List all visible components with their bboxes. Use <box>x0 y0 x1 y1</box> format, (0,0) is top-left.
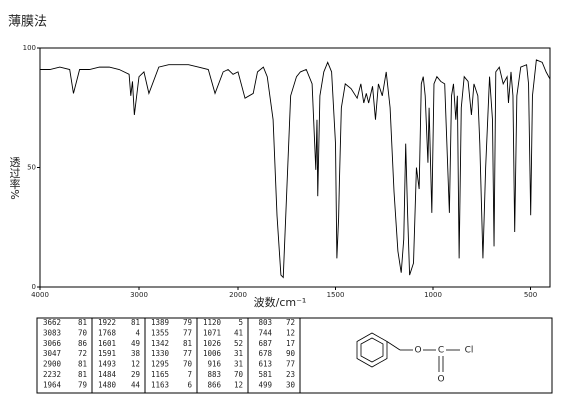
peak-wavenumber: 2900 <box>43 360 62 369</box>
peak-transmittance: 77 <box>183 349 192 358</box>
peak-wavenumber: 1768 <box>98 328 117 337</box>
peak-wavenumber: 1922 <box>98 318 116 327</box>
peak-wavenumber: 613 <box>258 360 272 369</box>
peak-transmittance: 12 <box>131 360 140 369</box>
peak-wavenumber: 1120 <box>203 318 222 327</box>
peak-transmittance: 31 <box>234 360 243 369</box>
peak-transmittance: 77 <box>183 328 192 337</box>
peak-transmittance: 6 <box>187 380 192 389</box>
x-tick-label: 3000 <box>130 291 148 299</box>
peak-transmittance: 90 <box>286 349 296 358</box>
peak-wavenumber: 3066 <box>43 339 62 348</box>
y-tick-label: 50 <box>27 164 36 172</box>
peak-transmittance: 5 <box>238 318 243 327</box>
peak-transmittance: 31 <box>234 349 243 358</box>
x-tick-label: 1000 <box>424 291 442 299</box>
peak-wavenumber: 3662 <box>43 318 61 327</box>
atom-label: O <box>437 375 444 385</box>
peak-transmittance: 38 <box>131 349 141 358</box>
peak-wavenumber: 1342 <box>151 339 169 348</box>
peak-wavenumber: 2232 <box>43 370 61 379</box>
peak-transmittance: 30 <box>286 380 296 389</box>
peak-wavenumber: 1389 <box>151 318 169 327</box>
peak-transmittance: 70 <box>234 370 244 379</box>
peak-transmittance: 7 <box>187 370 192 379</box>
peak-wavenumber: 3083 <box>43 328 61 337</box>
peak-wavenumber: 1493 <box>98 360 116 369</box>
peak-wavenumber: 1484 <box>98 370 117 379</box>
peak-wavenumber: 1006 <box>203 349 222 358</box>
peak-wavenumber: 1163 <box>151 380 169 389</box>
peak-transmittance: 70 <box>78 328 88 337</box>
peak-transmittance: 23 <box>286 370 295 379</box>
structure-frame <box>299 317 553 394</box>
peak-transmittance: 72 <box>78 349 87 358</box>
x-tick-label: 4000 <box>31 291 49 299</box>
spectrum-line <box>40 59 551 279</box>
x-axis-label: 波数/cm⁻¹ <box>254 296 307 309</box>
peak-transmittance: 70 <box>183 360 193 369</box>
peak-wavenumber: 883 <box>207 370 221 379</box>
peak-wavenumber: 687 <box>258 339 272 348</box>
x-tick-label: 2000 <box>229 291 247 299</box>
peak-transmittance: 81 <box>78 318 87 327</box>
peak-wavenumber: 1330 <box>151 349 170 358</box>
peak-transmittance: 86 <box>78 339 88 348</box>
structure <box>356 332 460 372</box>
peak-transmittance: 29 <box>131 370 140 379</box>
peak-transmittance: 52 <box>234 339 243 348</box>
peak-wavenumber: 1480 <box>98 380 117 389</box>
peak-transmittance: 72 <box>286 318 295 327</box>
atom-label: C <box>438 346 444 356</box>
chart-title: 薄膜法 <box>8 15 47 30</box>
atom-label: O <box>414 346 421 356</box>
peak-transmittance: 44 <box>131 380 141 389</box>
peak-wavenumber: 1295 <box>151 360 169 369</box>
peak-wavenumber: 803 <box>258 318 272 327</box>
y-tick-label: 0 <box>32 283 36 291</box>
peak-wavenumber: 3047 <box>43 349 61 358</box>
peak-transmittance: 41 <box>234 328 243 337</box>
peak-transmittance: 81 <box>78 360 87 369</box>
peak-wavenumber: 1591 <box>98 349 116 358</box>
y-tick-label: 100 <box>23 44 36 52</box>
peak-transmittance: 77 <box>286 360 295 369</box>
atom-label: Cl <box>465 346 474 356</box>
peak-transmittance: 81 <box>131 318 140 327</box>
peak-wavenumber: 1964 <box>43 380 62 389</box>
y-axis-label: 透过率% <box>8 156 21 200</box>
peak-wavenumber: 581 <box>258 370 272 379</box>
peak-transmittance: 81 <box>183 339 192 348</box>
peak-transmittance: 49 <box>131 339 140 348</box>
peak-wavenumber: 1071 <box>203 328 221 337</box>
peak-transmittance: 17 <box>286 339 295 348</box>
aromatic-ring <box>360 337 384 363</box>
peak-wavenumber: 1355 <box>151 328 169 337</box>
peak-wavenumber: 1601 <box>98 339 116 348</box>
peak-wavenumber: 866 <box>207 380 221 389</box>
peak-transmittance: 79 <box>78 380 87 389</box>
peak-wavenumber: 1026 <box>203 339 222 348</box>
peak-wavenumber: 1165 <box>151 370 169 379</box>
peak-wavenumber: 744 <box>258 328 272 337</box>
peak-wavenumber: 499 <box>258 380 272 389</box>
peak-wavenumber: 678 <box>258 349 272 358</box>
peak-transmittance: 81 <box>78 370 87 379</box>
bond <box>386 341 401 351</box>
x-tick-label: 1500 <box>327 291 345 299</box>
x-tick-label: 500 <box>524 291 537 299</box>
peak-transmittance: 79 <box>183 318 192 327</box>
peak-wavenumber: 916 <box>207 360 221 369</box>
peak-transmittance: 12 <box>286 328 295 337</box>
peak-transmittance: 4 <box>135 328 140 337</box>
peak-transmittance: 12 <box>234 380 243 389</box>
